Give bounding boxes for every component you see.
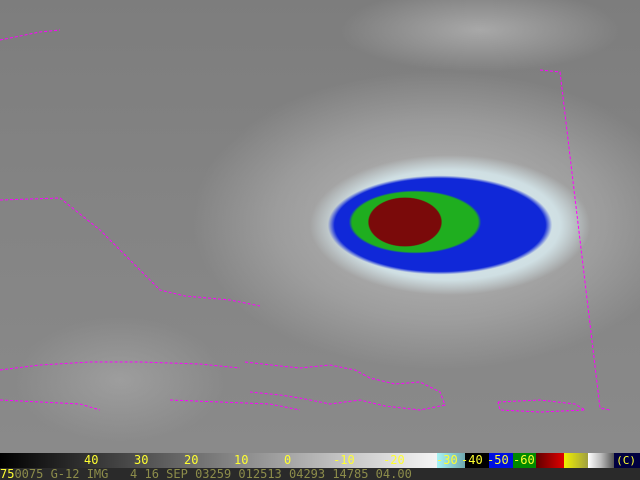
coastline-jamaica — [0, 399, 101, 411]
scale-blue-segment — [489, 453, 513, 468]
coastline-north — [0, 29, 61, 41]
scale-tick-label: 20 — [184, 453, 199, 467]
scale-gray-segment — [0, 453, 437, 468]
coastline-hispaniola — [244, 361, 446, 411]
scale-yellow-segment — [564, 453, 588, 468]
scale-tick-label: -60 — [513, 453, 535, 467]
coastline-puerto-rico — [497, 399, 587, 413]
scale-tick-label: -50 — [487, 453, 509, 467]
scale-tick-label: 40 — [84, 453, 99, 467]
scale-green-segment — [513, 453, 536, 468]
scale-red-segment — [536, 453, 564, 468]
scale-unit-label: (C) — [616, 454, 636, 467]
hurricane-ir-imagery — [0, 0, 640, 453]
scale-tick-label: -30 — [436, 453, 458, 467]
scale-cyan-segment — [437, 453, 465, 468]
image-info-bar: 750075 G-12 IMG 4 16 SEP 03259 012513 04… — [0, 468, 640, 480]
coastlines-overlay — [0, 29, 611, 413]
coastline-east — [539, 69, 611, 411]
channel-number: 75 — [0, 467, 15, 480]
coastline-islands — [169, 399, 301, 411]
scale-tick-label: 10 — [234, 453, 249, 467]
coastline-cuba — [0, 361, 241, 371]
scale-tick-label: -20 — [383, 453, 405, 467]
scale-tick-label: -40 — [461, 453, 483, 467]
scale-tick-label: -10 — [333, 453, 355, 467]
scale-navy-segment — [614, 453, 640, 468]
scale-black-segment — [465, 453, 489, 468]
scale-tick-label: 30 — [134, 453, 149, 467]
scale-white-segment — [588, 453, 614, 468]
scale-tick-label: 0 — [284, 453, 292, 467]
coastline-bahamas — [0, 197, 261, 307]
image-metadata-text: 0075 G-12 IMG 4 16 SEP 03259 012513 0429… — [14, 467, 412, 480]
temperature-color-scale: 40 30 20 10 0 -10 -20 -30 -40 -50 -60 (C… — [0, 453, 640, 468]
